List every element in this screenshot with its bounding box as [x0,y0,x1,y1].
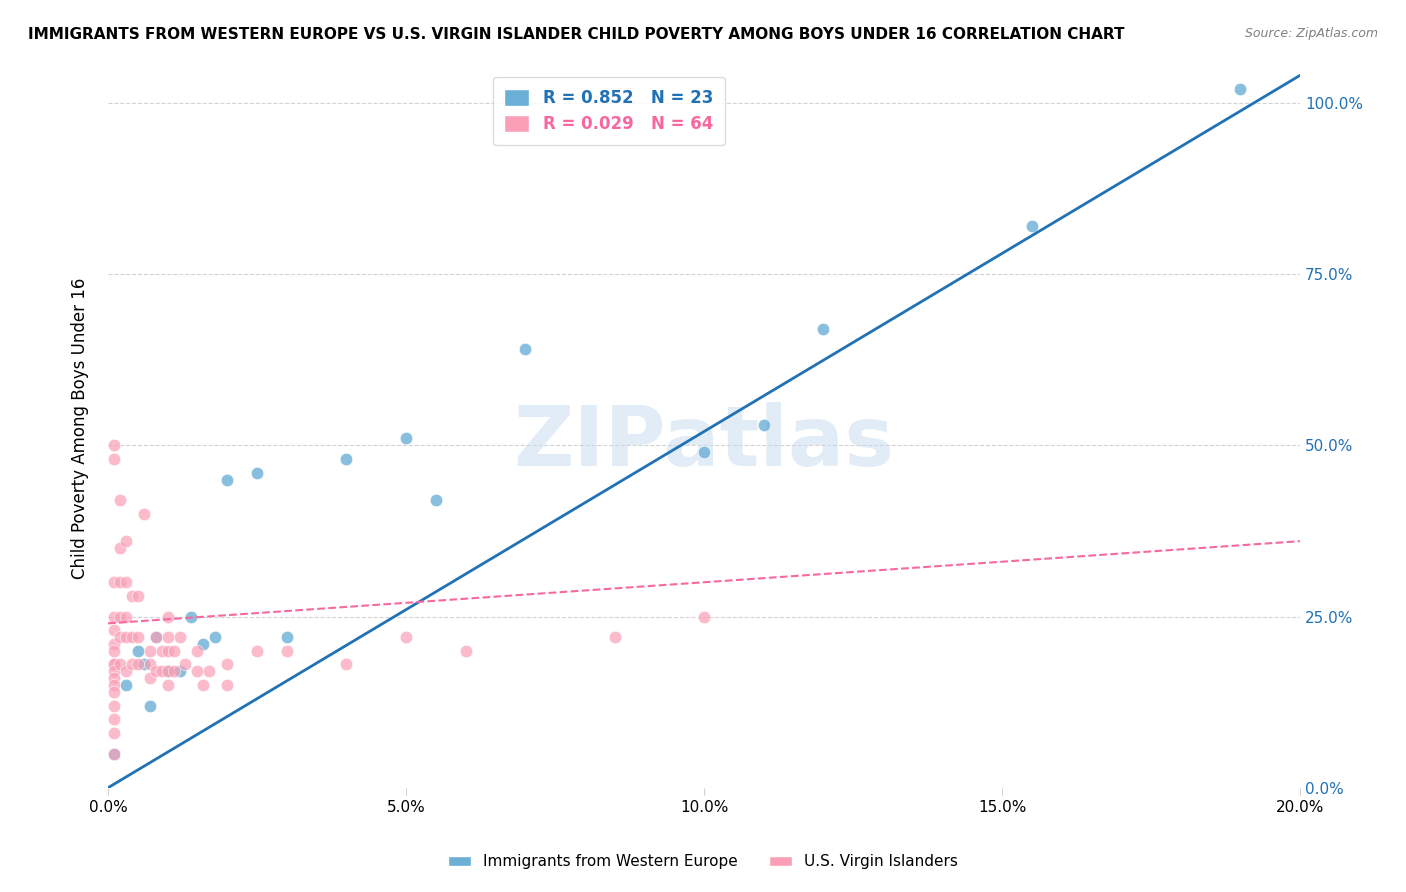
Point [108,575,131,590]
Point [103,698,125,713]
Point [1229,82,1251,96]
Point [335,657,357,672]
Point [150,644,173,658]
Point [156,630,179,644]
Point [246,466,269,480]
Point [103,657,125,672]
Point [454,644,477,658]
Point [115,534,138,549]
Point [145,630,167,644]
Point [186,644,208,658]
Point [115,575,138,590]
Point [217,473,239,487]
Point [169,630,191,644]
Point [108,609,131,624]
Point [156,644,179,658]
Point [103,747,125,761]
Point [103,726,125,740]
Point [103,712,125,726]
Point [693,609,716,624]
Point [121,657,143,672]
Point [186,665,208,679]
Y-axis label: Child Poverty Among Boys Under 16: Child Poverty Among Boys Under 16 [72,277,89,579]
Text: ZIPatlas: ZIPatlas [513,402,894,483]
Point [752,417,775,432]
Point [198,665,221,679]
Point [115,678,138,692]
Point [811,322,834,336]
Point [103,609,125,624]
Point [335,452,357,467]
Point [103,644,125,658]
Point [169,665,191,679]
Point [115,630,138,644]
Point [103,624,125,638]
Point [156,665,179,679]
Point [108,657,131,672]
Point [217,657,239,672]
Point [103,637,125,651]
Point [193,678,215,692]
Point [115,609,138,624]
Legend: Immigrants from Western Europe, U.S. Virgin Islanders: Immigrants from Western Europe, U.S. Vir… [441,848,965,875]
Point [156,678,179,692]
Point [395,630,418,644]
Point [276,630,298,644]
Point [425,493,447,508]
Legend: R = 0.852   N = 23, R = 0.029   N = 64: R = 0.852 N = 23, R = 0.029 N = 64 [492,77,724,145]
Point [132,507,155,521]
Point [138,644,160,658]
Point [156,665,179,679]
Point [603,630,626,644]
Text: IMMIGRANTS FROM WESTERN EUROPE VS U.S. VIRGIN ISLANDER CHILD POVERTY AMONG BOYS : IMMIGRANTS FROM WESTERN EUROPE VS U.S. V… [28,27,1125,42]
Point [138,698,160,713]
Point [127,589,149,603]
Point [103,665,125,679]
Point [108,630,131,644]
Point [174,657,197,672]
Point [145,665,167,679]
Point [515,343,537,357]
Point [108,541,131,555]
Point [127,630,149,644]
Point [217,678,239,692]
Point [103,678,125,692]
Point [121,589,143,603]
Point [693,445,716,459]
Point [145,630,167,644]
Point [103,671,125,685]
Text: Source: ZipAtlas.com: Source: ZipAtlas.com [1244,27,1378,40]
Point [108,493,131,508]
Point [103,685,125,699]
Point [132,657,155,672]
Point [115,665,138,679]
Point [156,609,179,624]
Point [138,657,160,672]
Point [103,657,125,672]
Point [395,431,418,445]
Point [121,630,143,644]
Point [150,665,173,679]
Point [127,657,149,672]
Point [103,575,125,590]
Point [276,644,298,658]
Point [162,665,184,679]
Point [180,609,202,624]
Point [246,644,269,658]
Point [162,644,184,658]
Point [138,671,160,685]
Point [193,637,215,651]
Point [1021,219,1043,233]
Point [127,644,149,658]
Point [103,438,125,452]
Point [204,630,226,644]
Point [103,747,125,761]
Point [103,452,125,467]
